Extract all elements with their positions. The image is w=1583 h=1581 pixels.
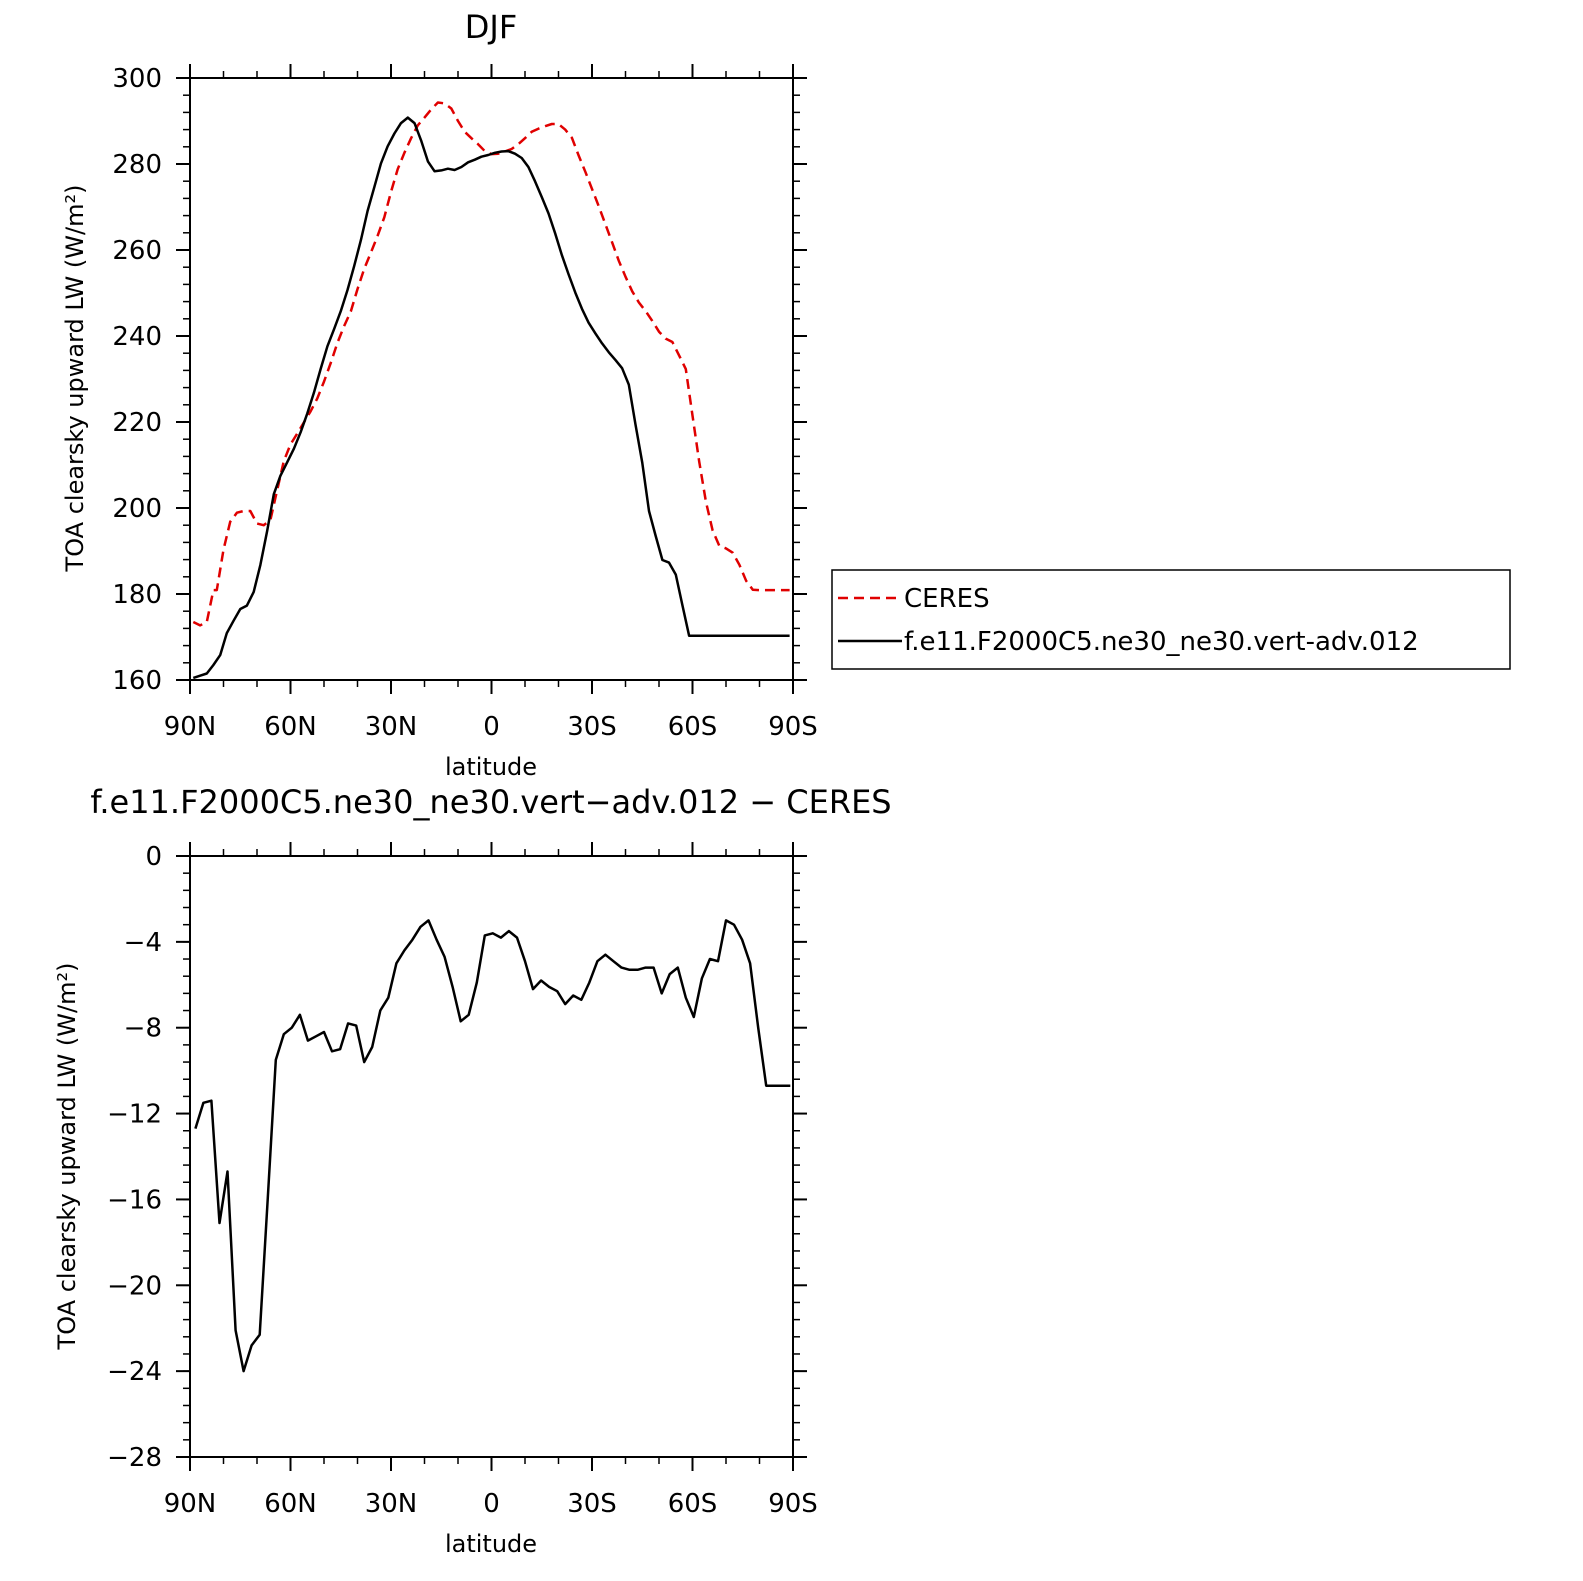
y-tick-label: 0 (145, 842, 162, 872)
x-tick-label: 0 (483, 1489, 500, 1519)
x-tick-label: 90N (164, 712, 217, 742)
top-panel-ylabel: TOA clearsky upward LW (W/m²) (61, 185, 89, 573)
bottom-panel: f.e11.F2000C5.ne30_ne30.vert−adv.012 − C… (53, 783, 892, 1558)
x-tick-label: 30N (365, 1489, 418, 1519)
top-panel-ticks: 160 180 200 220 240 260 280 300 90N 60N 30N 0 30S 60S… (112, 64, 818, 742)
y-tick-label: 220 (112, 408, 162, 438)
x-tick-label: 90S (768, 1489, 818, 1519)
bottom-panel-lines (194, 919, 791, 1373)
x-tick-label: 90N (164, 1489, 217, 1519)
x-tick-label: 60N (264, 712, 317, 742)
x-tick-label: 60S (668, 712, 718, 742)
top-panel: DJF latitude TOA clearsky upward LW (W/m… (61, 8, 818, 781)
x-tick-label: 60N (264, 1489, 317, 1519)
x-tick-label: 60S (668, 1489, 718, 1519)
y-tick-label: −28 (107, 1443, 162, 1473)
x-tick-label: 30S (567, 712, 617, 742)
legend: CERES f.e11.F2000C5.ne30_ne30.vert-adv.0… (831, 569, 1511, 670)
bottom-panel-title: f.e11.F2000C5.ne30_ne30.vert−adv.012 − C… (90, 783, 891, 821)
y-tick-label: 200 (112, 494, 162, 524)
bottom-panel-xlabel: latitude (445, 1530, 537, 1558)
y-tick-label: 260 (112, 236, 162, 266)
y-tick-label: 280 (112, 150, 162, 180)
y-tick-label: −8 (124, 1014, 162, 1044)
bottom-panel-frame (189, 855, 794, 1458)
bottom-panel-ylabel: TOA clearsky upward LW (W/m²) (53, 963, 81, 1351)
y-tick-label: −16 (107, 1185, 162, 1215)
top-panel-lines (192, 101, 790, 680)
legend-label-model: f.e11.F2000C5.ne30_ne30.vert-adv.012 (904, 627, 1419, 657)
y-tick-label: 240 (112, 322, 162, 352)
y-tick-label: −4 (124, 928, 162, 958)
y-tick-label: 300 (112, 64, 162, 94)
y-tick-label: −24 (107, 1357, 162, 1387)
series-line-0-1 (192, 116, 790, 680)
y-tick-label: −12 (107, 1100, 162, 1130)
top-panel-title: DJF (465, 8, 517, 46)
y-tick-label: 180 (112, 580, 162, 610)
x-tick-label: 0 (483, 712, 500, 742)
x-tick-label: 30S (567, 1489, 617, 1519)
x-tick-label: 30N (365, 712, 418, 742)
top-panel-frame (189, 77, 794, 681)
series-line-0-0 (192, 101, 790, 627)
series-line-1-0 (194, 919, 791, 1373)
legend-label-ceres: CERES (904, 584, 990, 614)
legend-box (831, 569, 1511, 670)
x-tick-label: 90S (768, 712, 818, 742)
top-panel-xlabel: latitude (445, 753, 537, 781)
y-tick-label: 160 (112, 666, 162, 696)
y-tick-label: −20 (107, 1271, 162, 1301)
